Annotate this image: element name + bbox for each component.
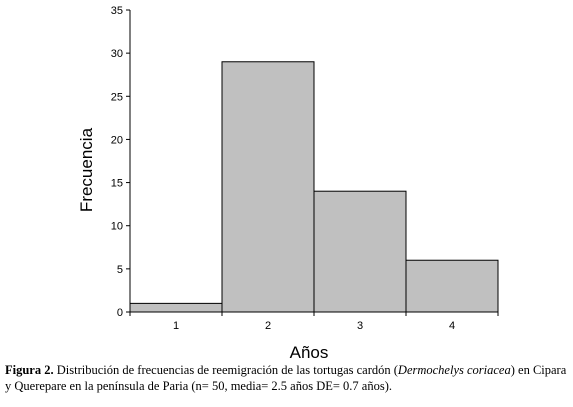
x-tick-label: 3	[357, 320, 363, 332]
x-ticks: 1 2 3 4	[129, 312, 499, 332]
x-tick-label: 2	[265, 320, 271, 332]
y-tick-label: 35	[111, 5, 123, 17]
bars-layer	[129, 61, 499, 313]
bar-3	[313, 190, 407, 313]
y-axis-title: Frecuencia	[77, 127, 96, 212]
y-ticks: 0 5 10 15 20 25 30 35	[111, 5, 130, 319]
y-tick-label: 25	[111, 91, 123, 103]
y-tick-label: 15	[111, 178, 123, 190]
x-tick-label: 4	[449, 320, 455, 332]
caption-species: Dermochelys coriacea	[397, 363, 511, 377]
y-tick-label: 0	[117, 307, 123, 319]
y-tick-label: 10	[111, 221, 123, 233]
x-axis-title: Años	[290, 343, 329, 360]
bar-1	[129, 302, 223, 313]
x-tick-label: 1	[173, 320, 179, 332]
y-tick-label: 5	[117, 264, 123, 276]
figure-caption: Figura 2. Distribución de frecuencias de…	[5, 362, 570, 394]
caption-text-after: ) en Cipara y Querepare en la península …	[5, 363, 567, 393]
bar-4	[405, 259, 499, 313]
histogram-chart: 0 5 10 15 20 25 30 35 1 2 3 4 Años Frecuencia	[77, 5, 499, 360]
bar-2	[221, 61, 315, 313]
y-tick-label: 20	[111, 134, 123, 146]
caption-label: Figura 2.	[5, 363, 54, 377]
y-tick-label: 30	[111, 48, 123, 60]
caption-text-before: Distribución de frecuencias de reemigrac…	[53, 363, 398, 377]
